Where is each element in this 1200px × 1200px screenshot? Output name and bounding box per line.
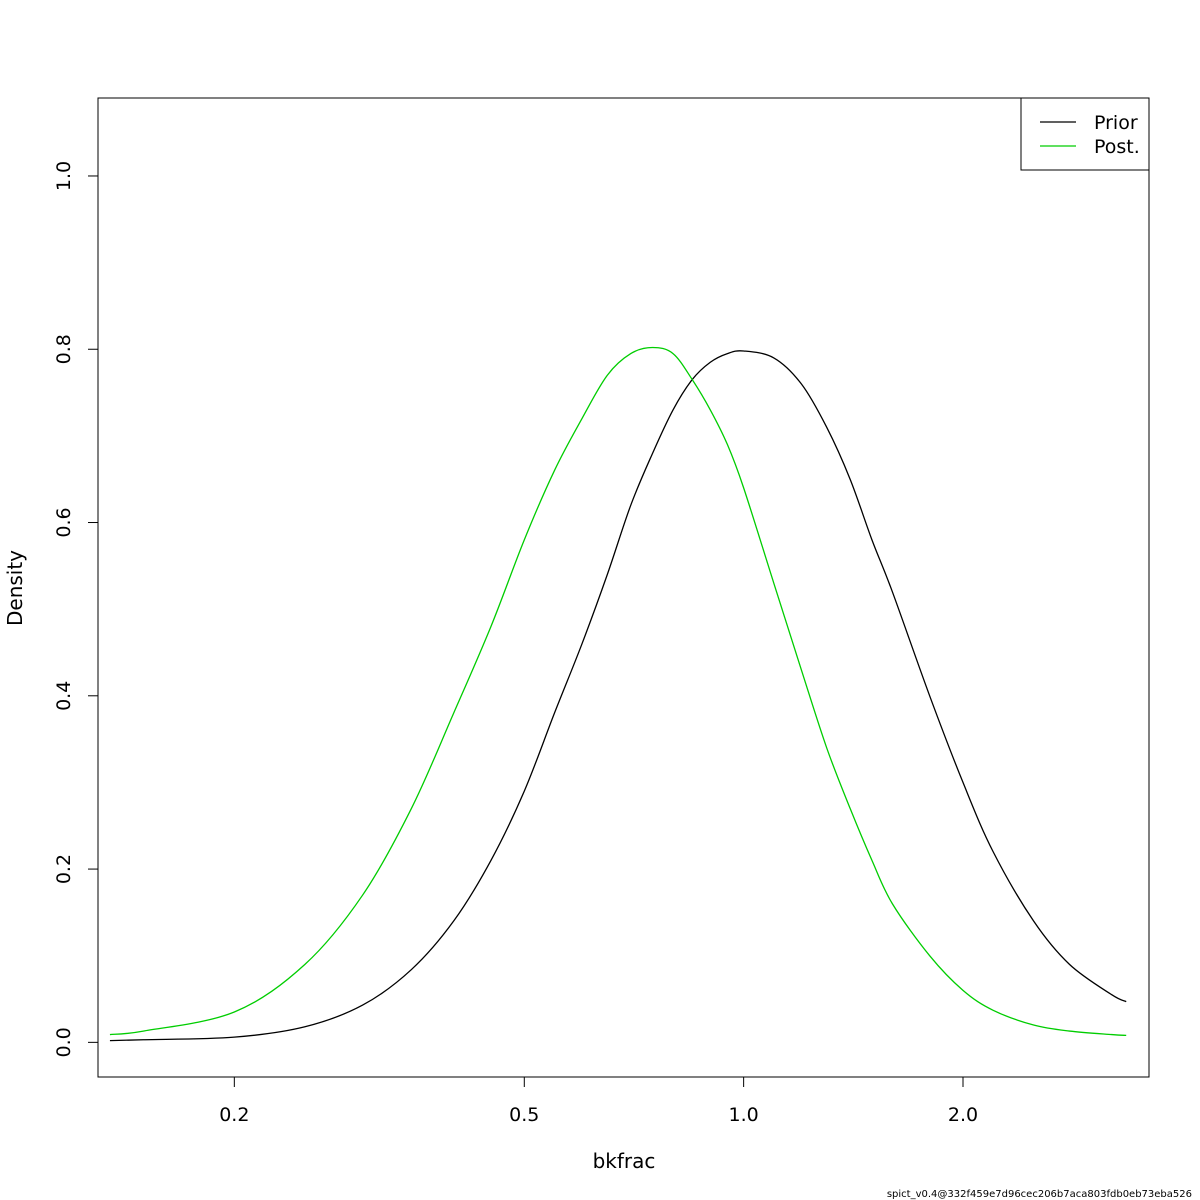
legend: Prior Post. xyxy=(1020,97,1150,171)
x-tick-label: 2.0 xyxy=(948,1104,978,1126)
y-tick-label: 0.8 xyxy=(53,334,75,364)
x-tick-label: 1.0 xyxy=(729,1104,759,1126)
series-line-prior xyxy=(109,350,1127,1042)
legend-label-post: Post. xyxy=(1094,136,1140,158)
y-tick-label: 0.0 xyxy=(53,1027,75,1057)
x-axis-label: bkfrac xyxy=(593,1149,656,1173)
y-axis-label: Density xyxy=(3,550,27,626)
y-axis: 0.0 0.2 0.4 0.6 0.8 1.0 xyxy=(53,161,99,1057)
footer-note: spict_v0.4@332f459e7d96cec206b7aca803fdb… xyxy=(887,1189,1192,1200)
y-tick-label: 0.4 xyxy=(53,681,75,711)
series-layer xyxy=(109,346,1127,1042)
y-tick-label: 0.2 xyxy=(53,854,75,884)
legend-label-prior: Prior xyxy=(1094,112,1138,134)
y-tick-label: 1.0 xyxy=(53,161,75,191)
plot-frame xyxy=(97,97,1150,1078)
x-tick-label: 0.5 xyxy=(509,1104,539,1126)
series-line-post xyxy=(109,346,1127,1037)
y-tick-label: 0.6 xyxy=(53,507,75,537)
x-axis: 0.2 0.5 1.0 2.0 xyxy=(219,1076,978,1126)
legend-box xyxy=(1020,97,1150,171)
x-tick-label: 0.2 xyxy=(219,1104,249,1126)
